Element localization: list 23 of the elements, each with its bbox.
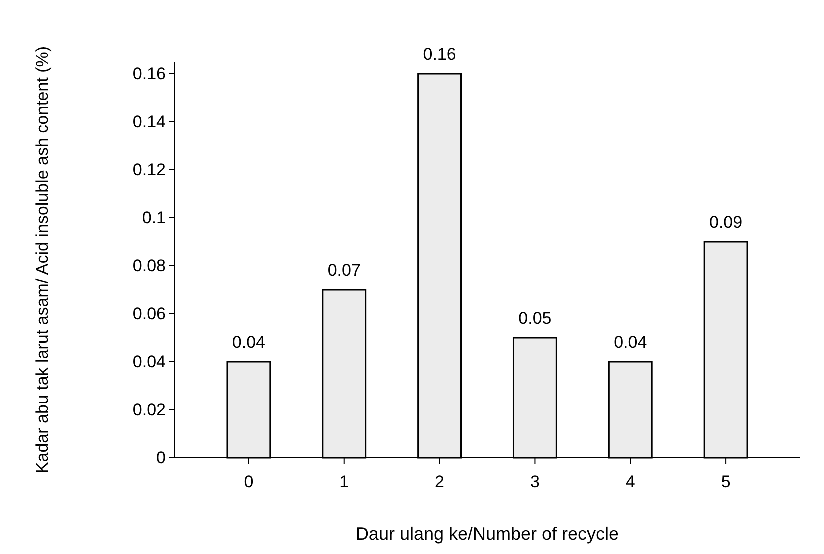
x-axis-title: Daur ulang ke/Number of recycle bbox=[356, 524, 620, 544]
data-label: 0.04 bbox=[614, 333, 648, 352]
data-label: 0.09 bbox=[710, 213, 743, 232]
y-axis-title: Kadar abu tak larut asam/ Acid insoluble ash content (%) bbox=[33, 46, 52, 474]
y-tick-label: 0.02 bbox=[132, 400, 166, 420]
data-label: 0.07 bbox=[328, 261, 361, 280]
x-tick-label: 5 bbox=[721, 472, 731, 492]
data-label: 0.05 bbox=[518, 309, 552, 328]
x-tick-label: 2 bbox=[435, 472, 445, 492]
y-tick-label: 0 bbox=[156, 448, 166, 468]
y-tick-label: 0.04 bbox=[132, 352, 166, 372]
data-label: 0.04 bbox=[232, 333, 266, 352]
y-tick-label: 0.06 bbox=[132, 304, 166, 324]
x-tick-label: 4 bbox=[626, 472, 636, 492]
x-tick-label: 1 bbox=[340, 472, 350, 492]
y-tick-label: 0.1 bbox=[142, 208, 166, 228]
x-tick-label: 3 bbox=[530, 472, 540, 492]
y-tick-label: 0.12 bbox=[132, 160, 166, 180]
y-tick-label: 0.08 bbox=[132, 256, 166, 276]
x-tick-label: 0 bbox=[244, 472, 254, 492]
y-tick-label: 0.16 bbox=[132, 64, 166, 84]
data-label: 0.16 bbox=[423, 45, 456, 64]
y-tick-label: 0.14 bbox=[132, 112, 166, 132]
